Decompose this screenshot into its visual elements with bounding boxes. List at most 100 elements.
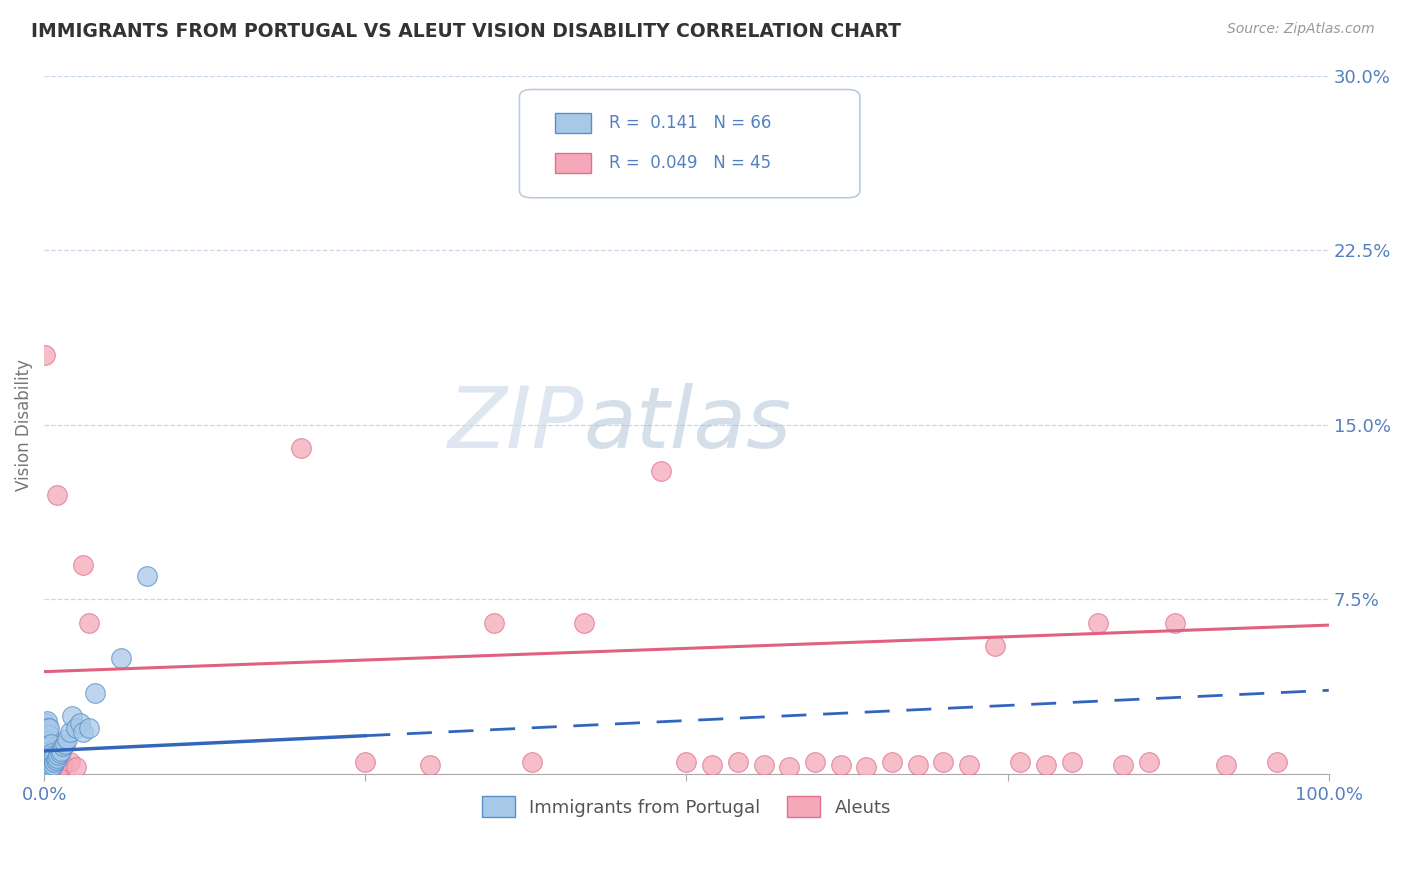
Point [69, 715, 91, 730]
Point [778, 760, 800, 774]
Point [39, 751, 62, 765]
Point [1163, 615, 1185, 630]
Point [34, 715, 56, 730]
Point [34, 725, 56, 739]
Point [72, 558, 94, 572]
Point [59, 756, 82, 770]
Point [34, 744, 56, 758]
Point [42, 757, 65, 772]
Point [42, 756, 65, 770]
Point [37, 763, 59, 777]
Point [34, 732, 56, 747]
Point [290, 441, 312, 455]
Point [35, 730, 58, 744]
Point [37, 746, 59, 760]
Point [984, 639, 1007, 653]
Point [52, 757, 75, 772]
Point [41, 746, 63, 760]
Point [59, 725, 82, 739]
Text: R =  0.049   N = 45: R = 0.049 N = 45 [609, 153, 772, 172]
Point [46, 748, 69, 763]
Point [34, 721, 56, 735]
Point [41, 760, 63, 774]
Point [48, 746, 70, 760]
Point [65, 721, 87, 735]
Point [38, 760, 60, 774]
Point [77, 721, 100, 735]
Point [39, 757, 62, 772]
Point [34, 764, 56, 779]
Point [418, 757, 440, 772]
Point [34, 348, 56, 362]
Point [42, 751, 65, 765]
FancyBboxPatch shape [555, 153, 592, 173]
Text: atlas: atlas [583, 384, 792, 467]
Point [56, 732, 79, 747]
Point [38, 721, 60, 735]
Point [35, 763, 58, 777]
Point [37, 760, 59, 774]
Point [35, 764, 58, 779]
Point [52, 739, 75, 754]
Text: R =  0.141   N = 66: R = 0.141 N = 66 [609, 114, 772, 132]
Point [38, 734, 60, 748]
Point [932, 756, 955, 770]
FancyBboxPatch shape [555, 113, 592, 133]
Point [1010, 756, 1032, 770]
Point [35, 737, 58, 751]
Point [37, 760, 59, 774]
Point [35, 757, 58, 772]
Point [46, 488, 69, 502]
Point [45, 753, 67, 767]
Text: IMMIGRANTS FROM PORTUGAL VS ALEUT VISION DISABILITY CORRELATION CHART: IMMIGRANTS FROM PORTUGAL VS ALEUT VISION… [31, 22, 901, 41]
Point [700, 757, 723, 772]
Point [49, 744, 72, 758]
Point [35, 748, 58, 763]
Point [38, 748, 60, 763]
Legend: Immigrants from Portugal, Aleuts: Immigrants from Portugal, Aleuts [475, 789, 898, 824]
Text: ZIP: ZIP [447, 384, 583, 467]
Point [38, 741, 60, 756]
Point [38, 727, 60, 741]
Point [46, 751, 69, 765]
Point [37, 741, 59, 756]
Point [37, 764, 59, 779]
Point [1112, 757, 1135, 772]
Y-axis label: Vision Disability: Vision Disability [15, 359, 32, 491]
Point [39, 737, 62, 751]
Point [1087, 615, 1109, 630]
Point [727, 756, 749, 770]
Point [44, 757, 66, 772]
Point [35, 753, 58, 767]
Point [482, 615, 505, 630]
Point [1215, 757, 1237, 772]
Point [35, 757, 58, 772]
Point [77, 615, 100, 630]
Point [675, 756, 697, 770]
Point [84, 685, 107, 699]
Point [39, 757, 62, 772]
Point [1267, 756, 1289, 770]
Text: Source: ZipAtlas.com: Source: ZipAtlas.com [1227, 22, 1375, 37]
Point [72, 725, 94, 739]
Point [37, 751, 59, 765]
Point [35, 723, 58, 737]
Point [1035, 757, 1057, 772]
Point [34, 739, 56, 754]
Point [830, 757, 852, 772]
Point [53, 737, 76, 751]
Point [650, 464, 672, 478]
Point [44, 748, 66, 763]
Point [907, 757, 929, 772]
Point [34, 756, 56, 770]
Point [60, 709, 83, 723]
Point [1060, 756, 1083, 770]
Point [34, 756, 56, 770]
Point [37, 721, 59, 735]
Point [880, 756, 903, 770]
Point [38, 756, 60, 770]
Point [110, 650, 132, 665]
Point [35, 744, 58, 758]
Point [38, 753, 60, 767]
Point [38, 763, 60, 777]
